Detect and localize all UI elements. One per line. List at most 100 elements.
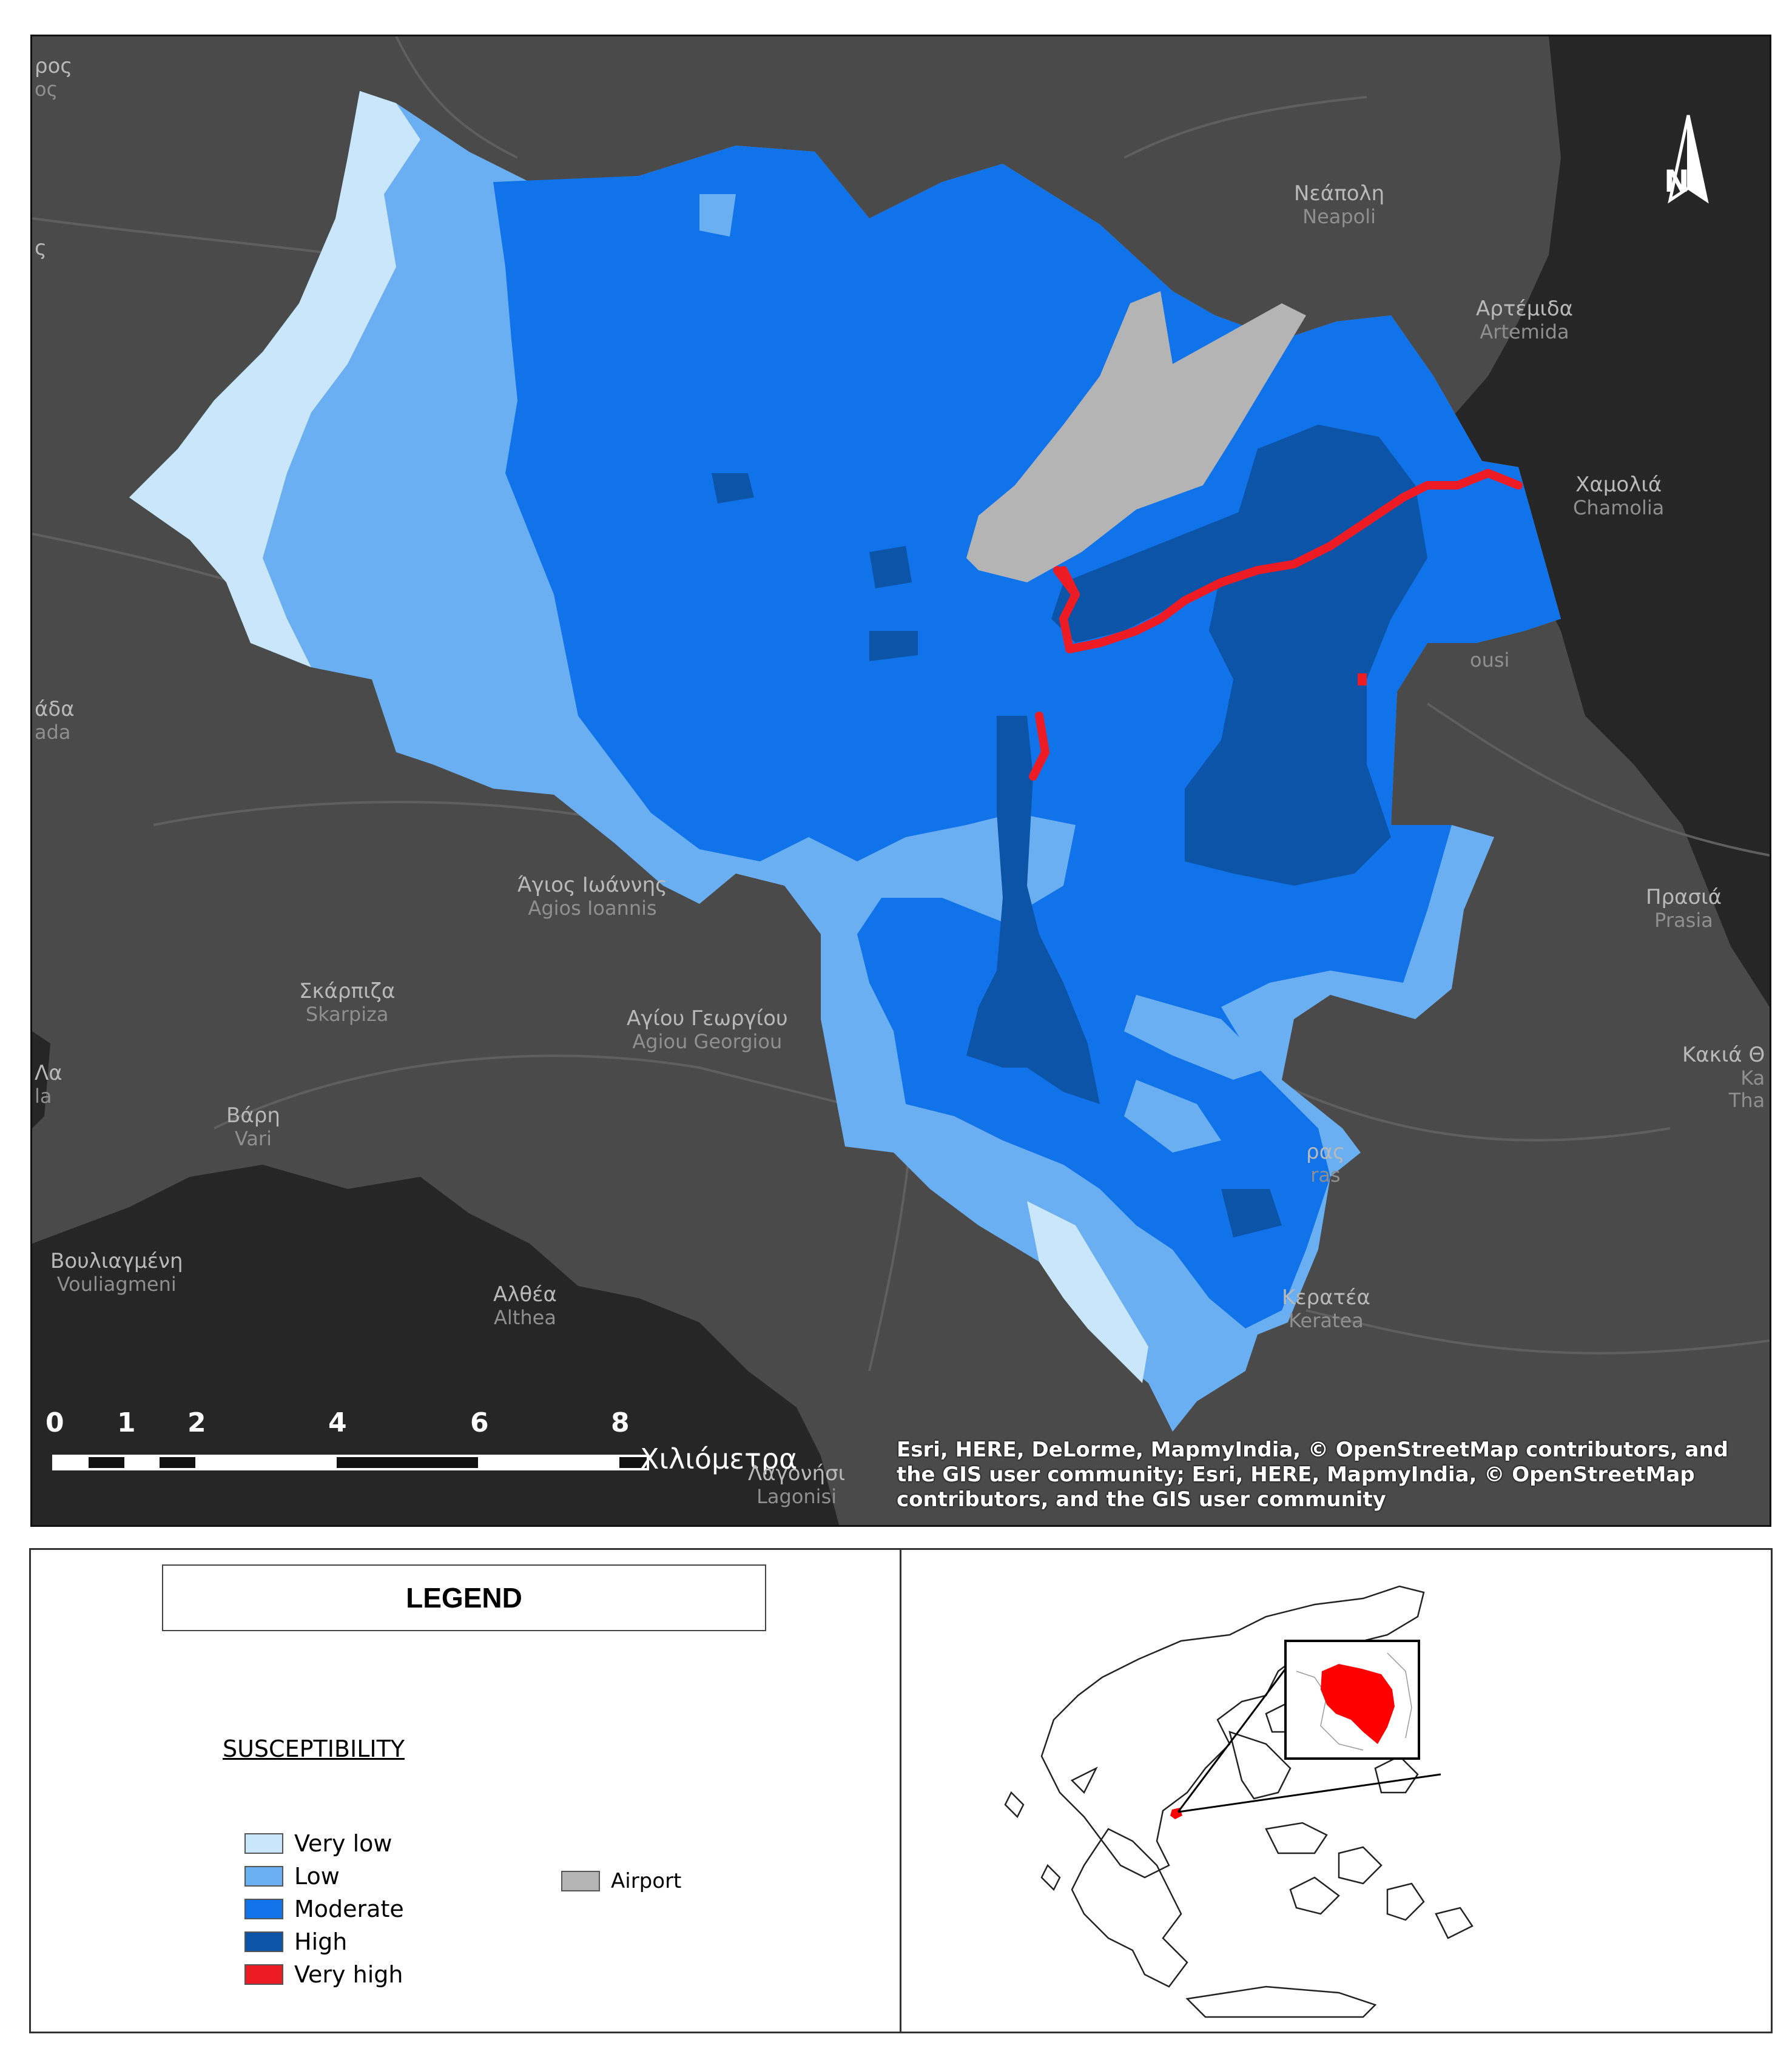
place-name-greek: Λαγονήσι bbox=[748, 1461, 846, 1486]
place-name-greek: Άγιος Ιωάννης bbox=[517, 873, 668, 897]
place-label-agios-ioannis[interactable]: Άγιος Ιωάννης Agios Ioannis bbox=[517, 873, 668, 920]
edge-label-text: Ka bbox=[1740, 1066, 1765, 1090]
legend-swatch bbox=[561, 1871, 600, 1891]
inset-locator-map bbox=[1004, 1585, 1474, 2018]
zone-very-low-west bbox=[129, 91, 420, 667]
place-name-latin: Agios Ioannis bbox=[528, 897, 657, 920]
place-name-latin: Prasia bbox=[1654, 909, 1713, 932]
legend-item-airport: Airport bbox=[561, 1868, 681, 1894]
legend-label: Low bbox=[294, 1863, 340, 1890]
scale-bar bbox=[52, 1455, 649, 1470]
sea-south bbox=[32, 1165, 839, 1525]
scale-tick-label: 1 bbox=[117, 1407, 136, 1438]
legend-label: Moderate bbox=[294, 1896, 404, 1922]
legend-item-very-low: Very low bbox=[244, 1830, 392, 1857]
place-name-latin: Neapoli bbox=[1302, 205, 1376, 229]
edge-label-text: Λα bbox=[35, 1061, 62, 1085]
inset-connector bbox=[1177, 1773, 1441, 1813]
legend-item-high: High bbox=[244, 1928, 347, 1955]
zone-high-patch-3 bbox=[869, 631, 918, 661]
susceptibility-heading: SUSCEPTIBILITY bbox=[223, 1736, 405, 1762]
zone-very-high-river bbox=[1059, 469, 1523, 653]
place-name-latin: Lagonisi bbox=[756, 1485, 837, 1509]
zone-low-strip-1 bbox=[1124, 995, 1270, 1080]
legend-swatch bbox=[244, 1866, 283, 1887]
scale-unit-label: Χιλιόμετρα bbox=[640, 1443, 798, 1475]
edge-label-text: ς bbox=[35, 236, 47, 260]
legend-label: Very high bbox=[294, 1961, 403, 1988]
place-name-latin: Chamolia bbox=[1573, 496, 1665, 520]
zone-high-patch-2 bbox=[869, 546, 912, 588]
place-label-althea[interactable]: Αλθέα Althea bbox=[493, 1282, 557, 1329]
sea-east bbox=[1427, 36, 1770, 1007]
place-name-greek: Αλθέα bbox=[493, 1282, 557, 1307]
place-label-agiou-georgiou[interactable]: Αγίου Γεωργίου Agiou Georgiou bbox=[627, 1006, 788, 1054]
legend-swatch bbox=[244, 1899, 283, 1919]
zone-very-high-dot bbox=[1358, 673, 1367, 685]
scale-tick-label: 0 bbox=[45, 1407, 64, 1438]
legend-item-low: Low bbox=[244, 1863, 340, 1890]
place-label-prasia[interactable]: Πρασιά Prasia bbox=[1646, 885, 1722, 932]
scale-tick-label: 6 bbox=[470, 1407, 489, 1438]
place-name-greek: Πρασιά bbox=[1646, 885, 1722, 909]
edge-label-text: Κακιά Θ bbox=[1682, 1043, 1765, 1067]
map-frame[interactable]: N 0 1 2 4 6 8 Χιλιόμετρα Esri, HERE, DeL… bbox=[30, 35, 1771, 1527]
airport bbox=[966, 291, 1306, 582]
legend-swatch bbox=[244, 1833, 283, 1854]
scale-tick-label: 8 bbox=[611, 1407, 630, 1438]
susceptibility-map[interactable] bbox=[32, 36, 1770, 1525]
edge-label: ρος ος bbox=[35, 54, 72, 101]
bottom-panel: LEGEND SUSCEPTIBILITY Very low Low Moder… bbox=[29, 1548, 1773, 2033]
scale-tick-label: 4 bbox=[328, 1407, 347, 1438]
place-name-greek: Κερατέα bbox=[1282, 1285, 1370, 1310]
edge-label: ρας ras bbox=[1306, 1140, 1345, 1187]
legend-item-moderate: Moderate bbox=[244, 1896, 404, 1922]
place-name-greek: Αρτέμιδα bbox=[1476, 297, 1574, 321]
place-label-keratea[interactable]: Κερατέα Keratea bbox=[1282, 1285, 1370, 1333]
zone-very-high-south-segment bbox=[1029, 712, 1050, 781]
map-attribution: Esri, HERE, DeLorme, MapmyIndia, © OpenS… bbox=[897, 1438, 1729, 1512]
edge-label: Λα la bbox=[35, 1061, 62, 1108]
place-name-latin: Agiou Georgiou bbox=[632, 1030, 783, 1054]
inset-connector bbox=[1177, 1668, 1287, 1813]
place-label-neapoli[interactable]: Νεάπολη Neapoli bbox=[1294, 181, 1384, 229]
north-arrow-icon bbox=[1668, 115, 1709, 204]
place-name-latin: Vouliagmeni bbox=[56, 1273, 177, 1296]
legend-label: High bbox=[294, 1928, 348, 1955]
place-name-greek: Βουλιαγμένη bbox=[50, 1249, 183, 1273]
zone-low-strip-3 bbox=[699, 194, 736, 237]
edge-label: ς bbox=[35, 236, 47, 260]
edge-label-text: ada bbox=[35, 721, 71, 744]
edge-label-text: ras bbox=[1310, 1163, 1341, 1187]
zone-high-northeast bbox=[1051, 485, 1306, 643]
place-name-latin: Vari bbox=[234, 1127, 272, 1151]
place-label-vari[interactable]: Βάρη Vari bbox=[226, 1103, 280, 1151]
legend-swatch bbox=[244, 1931, 283, 1952]
legend-swatch bbox=[244, 1964, 283, 1985]
place-label-lagonisi[interactable]: Λαγονήσι Lagonisi bbox=[748, 1461, 846, 1509]
zone-low-strip-2 bbox=[1124, 1080, 1221, 1153]
place-name-latin: Artemida bbox=[1480, 320, 1569, 344]
legend-item-very-high: Very high bbox=[244, 1961, 403, 1988]
place-name-greek: Χαμολιά bbox=[1575, 473, 1662, 497]
place-label-skarpiza[interactable]: Σκάρπιζα Skarpiza bbox=[299, 979, 395, 1026]
place-label-vouliagmeni[interactable]: Βουλιαγμένη Vouliagmeni bbox=[50, 1249, 183, 1296]
scale-tick-label: 2 bbox=[187, 1407, 206, 1438]
zone-high-patch-1 bbox=[712, 473, 754, 503]
zoom-study-area bbox=[1321, 1664, 1395, 1744]
edge-label: Κακιά Θ Ka Tha bbox=[1682, 1043, 1765, 1112]
legend-label: Airport bbox=[611, 1869, 682, 1893]
edge-label: άδα ada bbox=[35, 697, 75, 744]
place-label-chamolia[interactable]: Χαμολιά Chamolia bbox=[1573, 473, 1664, 519]
legend-title: LEGEND bbox=[406, 1582, 522, 1614]
edge-label-text: ρας bbox=[1306, 1140, 1345, 1164]
edge-label-text: ος bbox=[35, 78, 58, 101]
place-name-latin: Skarpiza bbox=[305, 1003, 389, 1026]
legend-title-box: LEGEND bbox=[162, 1564, 766, 1631]
north-arrow-label: N bbox=[1664, 164, 1689, 199]
edge-label-text: Tha bbox=[1728, 1088, 1765, 1112]
zone-very-high-north-segment bbox=[1053, 566, 1080, 599]
place-name-latin: Keratea bbox=[1288, 1309, 1364, 1333]
edge-label-text: ousi bbox=[1470, 648, 1510, 672]
place-label-artemida[interactable]: Αρτέμιδα Artemida bbox=[1476, 297, 1573, 343]
